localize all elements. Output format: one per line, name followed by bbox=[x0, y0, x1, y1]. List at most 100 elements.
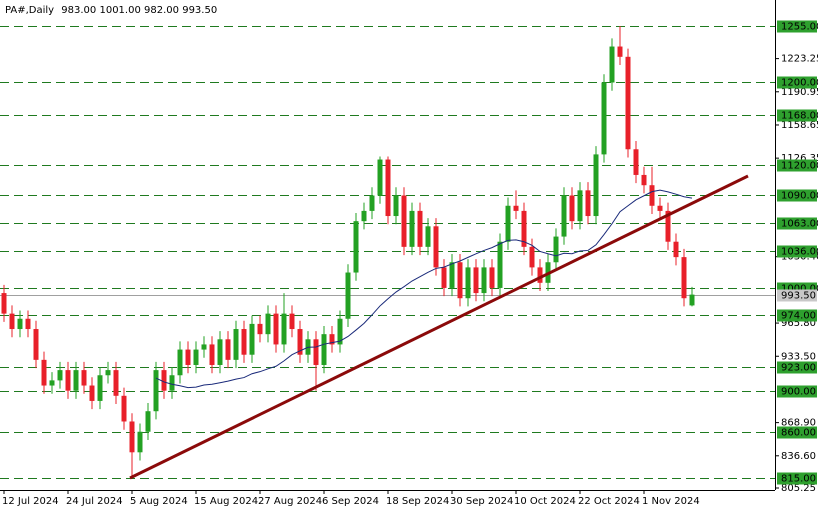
candle-body bbox=[41, 359, 47, 386]
candle-body bbox=[185, 349, 191, 365]
marks-layer bbox=[1, 25, 749, 480]
candle-body bbox=[377, 159, 383, 196]
level-box bbox=[777, 472, 817, 485]
candle-body bbox=[89, 385, 95, 401]
candle-body bbox=[281, 313, 287, 345]
x-tick-label: 10 Oct 2024 bbox=[514, 496, 576, 507]
candle-body bbox=[489, 267, 495, 288]
level-box bbox=[777, 309, 817, 322]
candle-body bbox=[521, 210, 527, 247]
level-label: 815.00 bbox=[781, 474, 816, 485]
candle-body bbox=[241, 329, 247, 355]
candle-body bbox=[257, 323, 263, 335]
candle-body bbox=[681, 257, 687, 299]
level-box bbox=[777, 159, 817, 172]
level-box bbox=[777, 217, 817, 230]
candle-body bbox=[289, 313, 295, 330]
y-tick-label: 868.90 bbox=[781, 418, 816, 429]
candle-body bbox=[409, 210, 415, 247]
close-price: 993.50 bbox=[182, 5, 217, 16]
candle-body bbox=[217, 339, 223, 365]
candle-body bbox=[641, 174, 647, 186]
candle-body bbox=[593, 154, 599, 217]
candle-body bbox=[297, 329, 303, 355]
level-label: 1255.00 bbox=[781, 22, 818, 33]
candle-body bbox=[129, 421, 135, 453]
x-tick-label: 24 Jul 2024 bbox=[66, 496, 123, 507]
candle-body bbox=[177, 349, 183, 376]
candle-body bbox=[433, 226, 439, 268]
candle-body bbox=[25, 318, 31, 330]
candle-body bbox=[249, 323, 255, 355]
x-tick-label: 22 Oct 2024 bbox=[578, 496, 640, 507]
x-tick-label: 27 Aug 2024 bbox=[258, 496, 322, 507]
candle-body bbox=[321, 334, 327, 365]
candle-body bbox=[393, 195, 399, 217]
y-tick-label: 965.80 bbox=[781, 318, 816, 329]
level-label: 1200.00 bbox=[781, 78, 818, 89]
candle-body bbox=[401, 195, 407, 247]
level-box bbox=[777, 245, 817, 258]
level-label: 1090.00 bbox=[781, 191, 818, 202]
candle-body bbox=[529, 246, 535, 268]
candle-body bbox=[337, 318, 343, 345]
candle-body bbox=[577, 190, 583, 222]
candle-body bbox=[497, 241, 503, 288]
x-tick-label: 1 Nov 2024 bbox=[642, 496, 700, 507]
grid-layer bbox=[0, 26, 775, 479]
candle-body bbox=[457, 262, 463, 299]
high-price: 1001.00 bbox=[99, 5, 140, 16]
level-label: 1063.00 bbox=[781, 219, 818, 230]
header: PA#,Daily 983.00 1001.00 982.00 993.50 bbox=[5, 5, 217, 16]
x-tick-label: 12 Jul 2024 bbox=[2, 496, 59, 507]
x-tick-label: 18 Sep 2024 bbox=[386, 496, 449, 507]
candle-body bbox=[113, 370, 119, 396]
candle-body bbox=[313, 339, 319, 365]
candle-body bbox=[537, 267, 543, 283]
candle-body bbox=[1, 293, 7, 314]
current-price-label: 993.50 bbox=[781, 291, 816, 302]
level-label: 1000.00 bbox=[781, 284, 818, 295]
candle-body bbox=[121, 395, 127, 422]
candle-body bbox=[97, 375, 103, 401]
candle-body bbox=[153, 370, 159, 412]
candle-body bbox=[481, 267, 487, 294]
x-tick-label: 15 Aug 2024 bbox=[194, 496, 258, 507]
candle-body bbox=[193, 349, 199, 365]
candle-body bbox=[145, 411, 151, 432]
candle-body bbox=[201, 344, 207, 350]
candle-body bbox=[329, 334, 335, 345]
level-label: 1168.00 bbox=[781, 111, 818, 122]
moving-average bbox=[155, 189, 693, 389]
level-box bbox=[777, 385, 817, 398]
level-label: 1120.00 bbox=[781, 161, 818, 172]
candle-body bbox=[49, 380, 55, 386]
candle-body bbox=[569, 195, 575, 222]
x-tick-label: 30 Sep 2024 bbox=[450, 496, 513, 507]
axis-layer: 1223.251190.951158.651126.351030.40965.8… bbox=[2, 20, 818, 507]
level-box bbox=[777, 20, 817, 33]
level-label: 974.00 bbox=[781, 311, 816, 322]
level-label: 900.00 bbox=[781, 387, 816, 398]
y-tick-label: 1126.35 bbox=[781, 153, 818, 164]
y-tick-label: 1223.25 bbox=[781, 54, 818, 65]
candle-body bbox=[617, 46, 623, 57]
candle-body bbox=[513, 205, 519, 211]
candle-body bbox=[553, 236, 559, 263]
x-tick-label: 5 Aug 2024 bbox=[130, 496, 188, 507]
low-price: 982.00 bbox=[144, 5, 179, 16]
candle-body bbox=[657, 205, 663, 211]
candle-body bbox=[225, 339, 231, 360]
symbol: PA#,Daily bbox=[5, 5, 54, 16]
candle-body bbox=[233, 329, 239, 360]
level-label: 860.00 bbox=[781, 428, 816, 439]
candle-body bbox=[73, 370, 79, 391]
level-box bbox=[777, 426, 817, 439]
candle-body bbox=[345, 272, 351, 319]
candle-body bbox=[17, 318, 23, 330]
candle-body bbox=[633, 149, 639, 175]
candle-body bbox=[169, 375, 175, 391]
level-box bbox=[777, 76, 817, 89]
level-label: 923.00 bbox=[781, 363, 816, 374]
